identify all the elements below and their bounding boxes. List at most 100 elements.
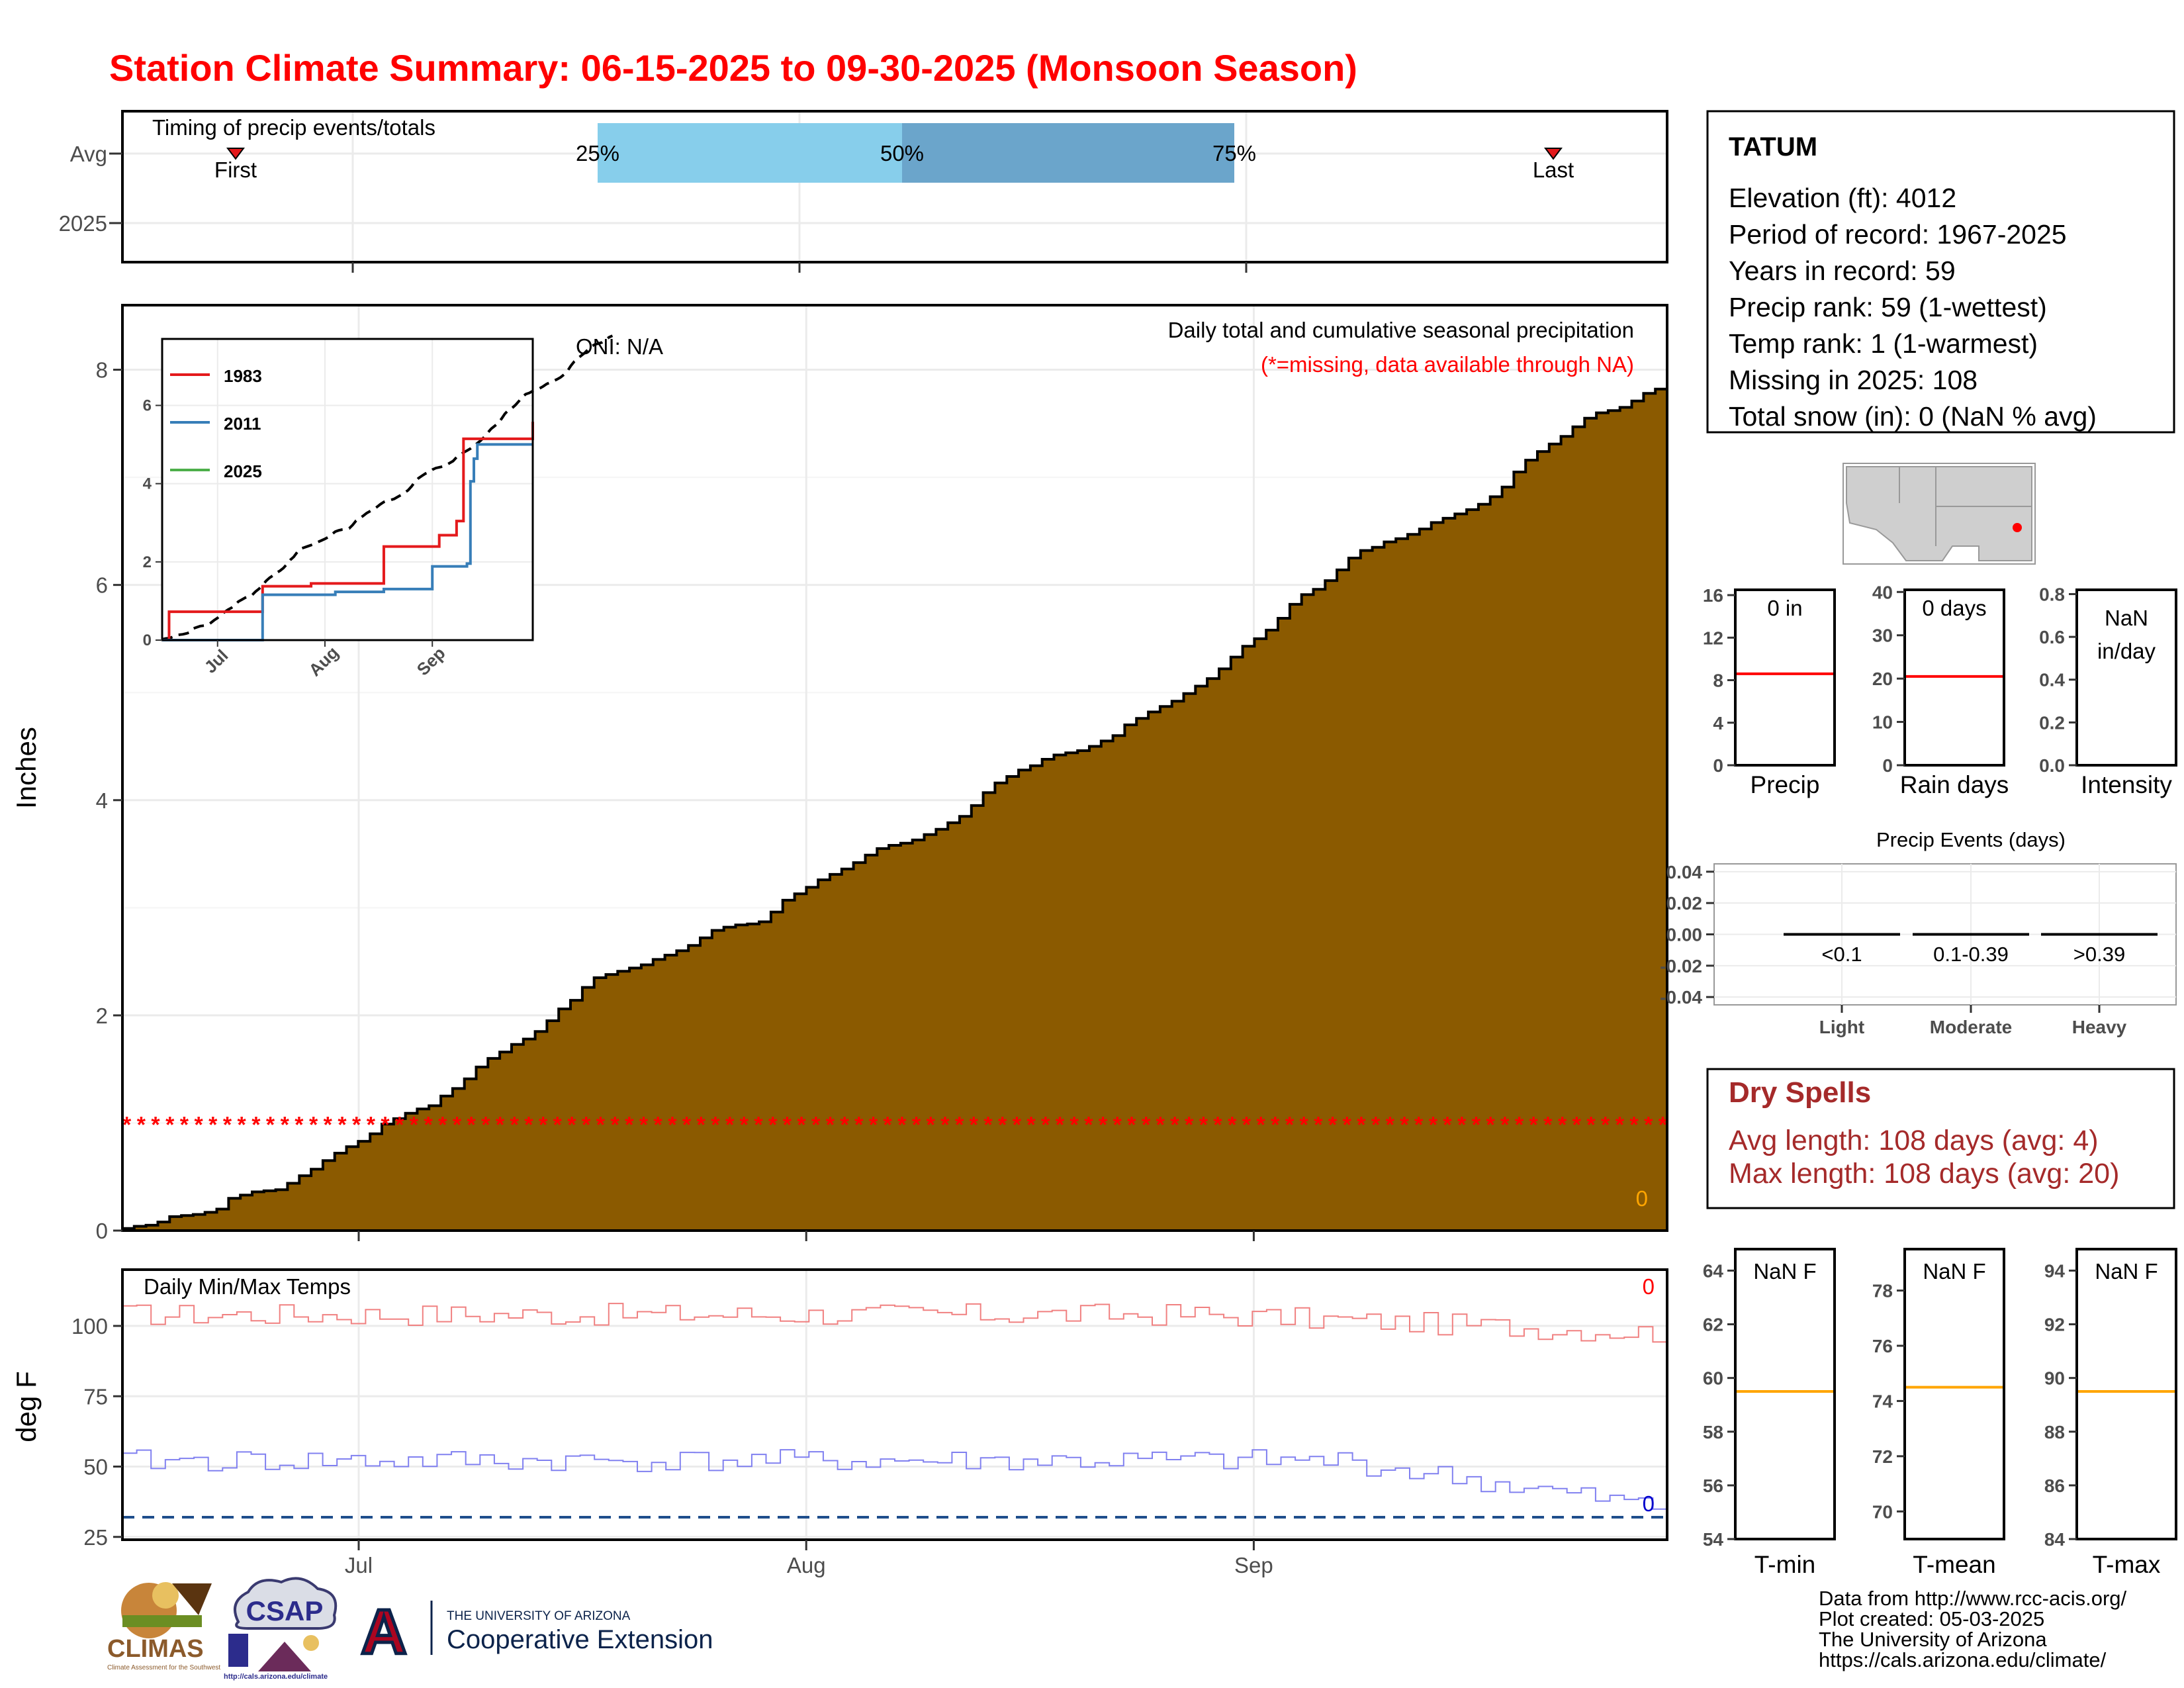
temp-ytick-label: 100 — [71, 1314, 108, 1338]
event-type-heavy: Heavy — [2072, 1017, 2127, 1037]
mini-ytick-label: 0 — [1713, 755, 1723, 776]
events-ytick-label: 0.00 — [1666, 925, 1703, 945]
mini-ytick-label: 0.2 — [2039, 712, 2065, 733]
legend-2011: 2011 — [224, 414, 261, 434]
precip-ytick-label: 4 — [96, 788, 108, 813]
station-elevation: Elevation (ft): 4012 — [1729, 183, 1956, 213]
footer-line-3: The University of Arizona — [1819, 1628, 2047, 1651]
mini-intensity-chart: NaN in/day Intensity 0.0 0.2 0.4 0.6 0.8 — [2039, 584, 2177, 798]
mini-ytick-label: 40 — [1872, 582, 1893, 602]
mini-ytick-label: 60 — [1703, 1368, 1723, 1389]
mini-ytick-label: 58 — [1703, 1422, 1723, 1442]
last-label: Last — [1533, 158, 1574, 182]
footer-line-2: Plot created: 05-03-2025 — [1819, 1607, 2044, 1630]
ua-logo-top: THE UNIVERSITY OF ARIZONA — [447, 1609, 631, 1623]
cumulative-precip-area — [121, 387, 1668, 1232]
tmean-bar-chart: NaN F T-mean 70 72 74 76 78 — [1872, 1248, 2005, 1578]
missing-note: (*=missing, data available through NA) — [1261, 352, 1634, 377]
station-info-box: TATUM Elevation (ft): 4012 Period of rec… — [1706, 110, 2175, 434]
precip-zero-label: 0 — [1636, 1186, 1648, 1211]
quartile-25-50-bar — [598, 123, 902, 183]
station-name: TATUM — [1729, 132, 1817, 162]
rain-days-value-text: 0 days — [1922, 596, 1986, 620]
event-cat-light: <0.1 — [1821, 943, 1862, 966]
intensity-bar-label: Intensity — [2081, 771, 2172, 798]
precip-ytick-label: 6 — [96, 573, 108, 598]
mini-ytick-label: 86 — [2044, 1476, 2065, 1496]
ua-extension-logo: A THE UNIVERSITY OF ARIZONA Cooperative … — [357, 1595, 713, 1669]
tmean-value-text: NaN F — [1923, 1259, 1985, 1284]
dry-spells-max: Max length: 108 days (avg: 20) — [1729, 1158, 2119, 1190]
event-type-light: Light — [1819, 1017, 1864, 1037]
precip-events-title: Precip Events (days) — [1876, 828, 2066, 851]
station-period: Period of record: 1967-2025 — [1729, 219, 2067, 250]
timing-label: Timing of precip events/totals — [152, 115, 435, 140]
ua-logo-bottom: Cooperative Extension — [447, 1625, 713, 1654]
footer: Data from http://www.rcc-acis.org/ Plot … — [1819, 1587, 2127, 1671]
locator-map — [1843, 463, 2036, 565]
mini-ytick-label: 90 — [2044, 1368, 2065, 1389]
mini-ytick-label: 64 — [1703, 1260, 1724, 1281]
station-temp-rank: Temp rank: 1 (1-warmest) — [1729, 328, 2038, 359]
precip-panel: ****************************************… — [11, 304, 1668, 1243]
first-label: First — [214, 158, 257, 182]
station-location-dot — [2013, 523, 2022, 532]
dry-spells-title: Dry Spells — [1729, 1076, 1871, 1109]
month-xtick-label: Jul — [345, 1553, 373, 1577]
mini-ytick-label: 76 — [1872, 1336, 1893, 1356]
legend-1983: 1983 — [224, 366, 262, 386]
dry-spells-box: Dry Spells Avg length: 108 days (avg: 4)… — [1706, 1068, 2175, 1209]
station-snow: Total snow (in): 0 (NaN % avg) — [1729, 401, 2097, 432]
precip-ytick-label: 0 — [96, 1219, 108, 1243]
mini-ytick-label: 0.8 — [2039, 584, 2065, 604]
event-cat-moderate: 0.1-0.39 — [1933, 943, 2009, 966]
mini-ytick-label: 56 — [1703, 1476, 1723, 1496]
mini-ytick-label: 8 — [1713, 671, 1723, 691]
figure-title: Station Climate Summary: 06-15-2025 to 0… — [109, 47, 1357, 89]
event-type-moderate: Moderate — [1930, 1017, 2012, 1037]
first-marker-icon — [226, 148, 245, 160]
tmin-value-text: NaN F — [1753, 1259, 1816, 1284]
event-cat-heavy: >0.39 — [2073, 943, 2125, 966]
tmin-bar-chart: NaN F T-min 54 56 58 60 62 64 — [1703, 1248, 1836, 1578]
mini-ytick-label: 70 — [1872, 1501, 1893, 1522]
mini-ytick-label: 92 — [2044, 1315, 2065, 1335]
month-xtick-label: Aug — [787, 1553, 826, 1577]
state-outline — [1846, 466, 2032, 561]
timing-ylabel-2025: 2025 — [59, 211, 107, 236]
events-ytick-label: -0.04 — [1660, 987, 1702, 1008]
oni-label: ONI: N/A — [576, 334, 663, 359]
mini-ytick-label: 10 — [1872, 712, 1893, 733]
intensity-value-text-1: NaN — [2105, 606, 2148, 630]
mini-ytick-label: 0.6 — [2039, 627, 2065, 647]
mini-ytick-label: 0.0 — [2039, 755, 2065, 776]
mini-ytick-label: 74 — [1872, 1391, 1893, 1411]
inset-ytick-label: 6 — [143, 397, 152, 414]
timing-panel: Timing of precip events/totals 25% 50% 7… — [59, 110, 1668, 273]
mini-ytick-label: 0.4 — [2039, 670, 2065, 690]
intensity-value-text-2: in/day — [2097, 639, 2156, 663]
timing-ylabel-avg: Avg — [70, 142, 107, 166]
climas-logo-text: CLIMAS — [107, 1635, 204, 1663]
climas-logo-subtext: Climate Assessment for the Southwest — [107, 1664, 220, 1671]
station-years: Years in record: 59 — [1729, 256, 1956, 286]
tmin-line — [122, 1449, 1667, 1510]
tmean-bar-label: T-mean — [1913, 1551, 1995, 1578]
inset-ytick-label: 4 — [143, 475, 152, 493]
mini-ytick-label: 78 — [1872, 1281, 1893, 1301]
station-precip-rank: Precip rank: 59 (1-wettest) — [1729, 292, 2047, 322]
inset-series-2011 — [162, 443, 533, 641]
q25-label: 25% — [576, 141, 619, 165]
precip-ytick-label: 8 — [96, 358, 108, 383]
events-ytick-label: 0.02 — [1666, 893, 1703, 914]
inset-legend: 1983 2011 2025 — [170, 366, 262, 481]
month-xtick-label: Sep — [1234, 1553, 1273, 1577]
inset-series-1983 — [162, 422, 534, 641]
temp-ytick-label: 75 — [83, 1384, 108, 1409]
dry-spells-avg: Avg length: 108 days (avg: 4) — [1729, 1125, 2099, 1156]
tmax-line — [122, 1303, 1667, 1343]
mini-ytick-label: 84 — [2044, 1529, 2066, 1550]
